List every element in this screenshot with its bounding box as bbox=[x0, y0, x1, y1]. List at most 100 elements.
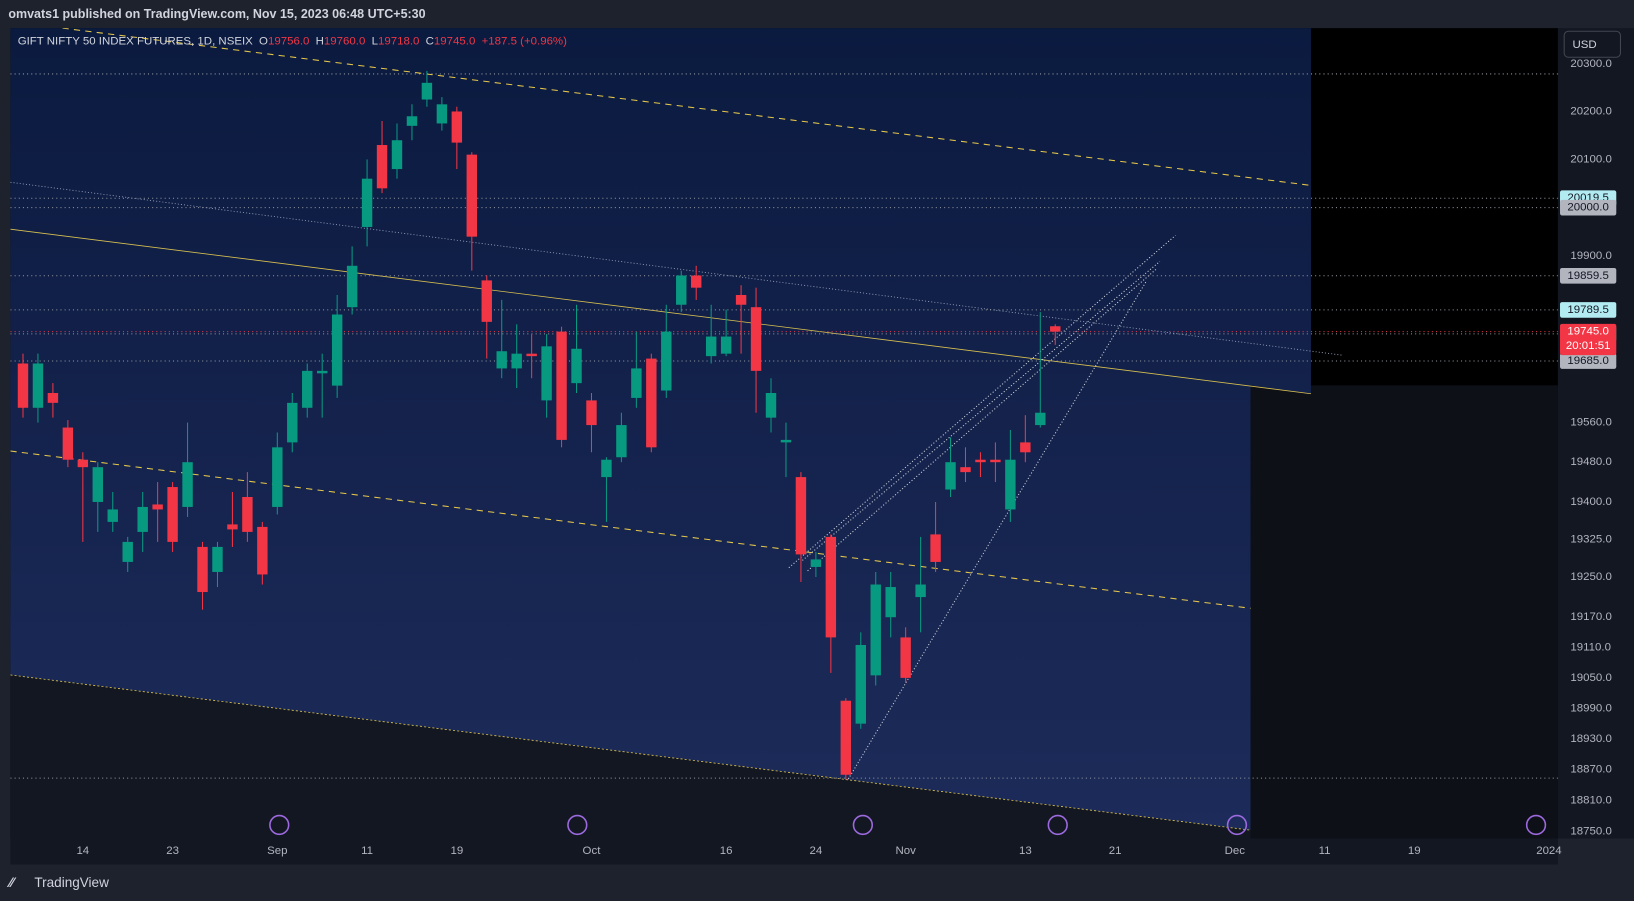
candle-body bbox=[676, 275, 687, 305]
price-tag bbox=[1560, 302, 1617, 318]
candle-body bbox=[885, 587, 896, 618]
candle-body bbox=[601, 459, 612, 478]
x-tick-label: 13 bbox=[1019, 845, 1032, 857]
legend-key: L bbox=[372, 36, 378, 48]
trend-line bbox=[802, 261, 1161, 561]
candle-body bbox=[661, 331, 672, 391]
candle-body bbox=[825, 536, 837, 638]
y-tick-label: 18870.0 bbox=[1570, 764, 1611, 776]
right-region bbox=[1250, 385, 1558, 839]
candle-body bbox=[376, 145, 388, 189]
legend-value: 19760.0 bbox=[324, 36, 365, 48]
time-axis bbox=[10, 838, 1558, 865]
x-tick-label: 14 bbox=[76, 845, 89, 857]
candle-body bbox=[197, 546, 208, 593]
x-tick-label: 2024 bbox=[1536, 845, 1562, 857]
price-axis bbox=[1557, 28, 1634, 839]
candle-body bbox=[182, 462, 193, 507]
candle-body bbox=[511, 353, 522, 369]
x-tick-label: Nov bbox=[895, 845, 916, 857]
currency: USD bbox=[1573, 39, 1597, 51]
event-icon[interactable] bbox=[852, 814, 874, 836]
y-tick-label: 18990.0 bbox=[1570, 702, 1611, 714]
candle-body bbox=[990, 459, 1001, 463]
candle-body bbox=[571, 348, 582, 384]
footer: TradingView bbox=[34, 875, 109, 890]
price-tag-label: 20019.5 bbox=[1567, 192, 1608, 204]
y-tick-label: 19400.0 bbox=[1570, 496, 1611, 508]
event-icon[interactable] bbox=[1226, 814, 1248, 836]
y-tick-label: 19170.0 bbox=[1570, 611, 1611, 623]
candle-body bbox=[526, 353, 537, 357]
candle-body bbox=[870, 584, 881, 676]
candle-body bbox=[780, 439, 792, 443]
price-tag bbox=[1560, 199, 1617, 216]
y-tick-label: 19560.0 bbox=[1570, 417, 1611, 429]
y-tick-label: 20100.0 bbox=[1570, 153, 1611, 165]
candle-body bbox=[1020, 442, 1031, 453]
x-tick-label: Oct bbox=[583, 845, 602, 857]
candle-body bbox=[167, 487, 178, 542]
y-tick-label: 19900.0 bbox=[1570, 250, 1611, 262]
x-tick-label: 19 bbox=[450, 845, 463, 857]
candle-body bbox=[900, 637, 911, 678]
x-tick-label: Dec bbox=[1225, 845, 1246, 857]
candle-body bbox=[451, 111, 463, 143]
event-icon[interactable] bbox=[1525, 814, 1547, 836]
legend-key: H bbox=[316, 36, 324, 48]
candle-body bbox=[481, 280, 492, 322]
legend-value: 19718.0 bbox=[378, 36, 419, 48]
candle-body bbox=[960, 467, 971, 473]
candle-body bbox=[930, 534, 941, 562]
header: omvats1 published on TradingView.com, No… bbox=[8, 7, 425, 21]
price-tag bbox=[1560, 353, 1617, 369]
candle-body bbox=[17, 363, 29, 408]
candle-body bbox=[107, 509, 118, 522]
y-tick-label: 20200.0 bbox=[1570, 106, 1611, 118]
candle-body bbox=[1050, 326, 1061, 332]
legend-key: C bbox=[426, 36, 434, 48]
drawings bbox=[10, 28, 1558, 831]
price-tag-label: 20000.0 bbox=[1567, 202, 1608, 214]
event-icon[interactable] bbox=[1047, 814, 1068, 836]
event-icon[interactable] bbox=[269, 814, 290, 836]
candle-body bbox=[1035, 412, 1046, 426]
candle-body bbox=[436, 104, 448, 124]
price-tag bbox=[1560, 267, 1617, 284]
candle-body bbox=[272, 447, 283, 507]
y-tick-label: 18930.0 bbox=[1570, 733, 1611, 745]
candle-body bbox=[361, 178, 373, 227]
candle-body bbox=[62, 427, 74, 460]
candle-body bbox=[302, 370, 313, 408]
candle-body bbox=[316, 370, 328, 374]
candle-body bbox=[855, 644, 866, 724]
candle-body bbox=[690, 275, 702, 288]
candle-body bbox=[346, 265, 358, 308]
candle-body bbox=[496, 351, 507, 369]
candle-body bbox=[331, 314, 343, 386]
y-tick-label: 18750.0 bbox=[1570, 825, 1611, 837]
x-tick-label: 16 bbox=[720, 845, 733, 857]
currency-button[interactable] bbox=[1563, 30, 1621, 58]
candle-body bbox=[705, 336, 717, 357]
lower-region bbox=[10, 674, 1251, 839]
candle-body bbox=[616, 425, 627, 458]
trend-line bbox=[10, 228, 1312, 395]
event-icon[interactable] bbox=[567, 814, 588, 836]
channel-shade bbox=[10, 28, 1311, 831]
y-tick-label: 19110.0 bbox=[1570, 642, 1611, 654]
y-tick-label: 19480.0 bbox=[1570, 456, 1611, 468]
candle-body bbox=[287, 402, 298, 443]
legend-key: O bbox=[259, 36, 268, 48]
candle-body bbox=[840, 700, 852, 775]
legend-change: +187.5 (+0.96%) bbox=[482, 36, 568, 48]
candle-body bbox=[466, 154, 478, 237]
candle-body bbox=[152, 504, 163, 510]
countdown: 20:01:51 bbox=[1566, 340, 1611, 352]
candle-body bbox=[556, 331, 567, 440]
candle-body bbox=[945, 462, 956, 490]
candle-body bbox=[795, 477, 807, 555]
candle-body bbox=[646, 358, 657, 448]
candle-body bbox=[810, 559, 822, 567]
